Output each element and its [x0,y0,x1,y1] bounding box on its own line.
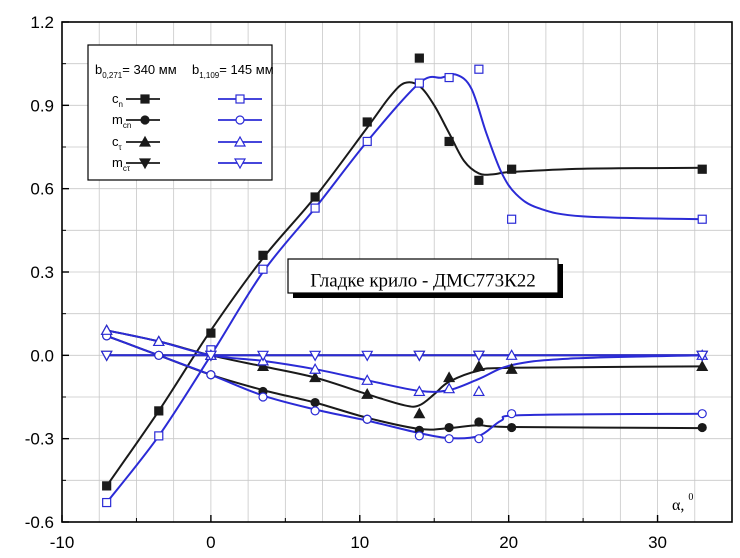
plot-frame [61,21,733,523]
legend-marker-blue [233,135,247,147]
legend-marker-blue [235,115,245,125]
series-point-6 [505,349,518,360]
series-point-6 [100,324,113,335]
series-point-6 [309,362,322,374]
legend-rows: cn mcn cτ mcτ [112,91,262,173]
series-point-7 [696,350,709,362]
series-point-7 [361,350,374,362]
series-point-5 [362,414,372,424]
series-point-0 [154,406,164,416]
series-line-4 [105,73,703,504]
series-point-5 [507,409,517,419]
x-tick-label: 10 [350,533,369,552]
series-line-6 [106,329,703,393]
series-point-6 [413,385,426,397]
legend-marker-black [140,115,150,125]
legend-label: cn [112,91,123,109]
annotation-box: Гладке крило - ДМС773К22 [287,258,563,298]
legend-title-2: b1,109= 145 мм [192,62,274,80]
series-point-0 [474,175,484,185]
legend-frame [87,44,273,181]
legend-marker-black [140,94,150,104]
series-point-7 [309,350,322,362]
x-tick-label: 20 [499,533,518,552]
series-point-7 [204,350,217,362]
series-point-7 [100,350,113,362]
x-tick-label: 30 [648,533,667,552]
y-tick-label: 0.6 [30,180,54,199]
y-tick-label: 0.9 [30,96,54,115]
series-point-2 [413,407,426,419]
series-point-5 [206,370,216,380]
series-point-4 [414,78,424,88]
series-point-4 [507,214,517,224]
series-point-1 [444,422,454,433]
series-point-0 [362,117,372,127]
series-point-5 [444,434,454,444]
legend-marker-blue [233,158,247,170]
legend-title-1: b0,271= 340 мм [95,62,177,80]
x-axis-title: α, 0 [672,492,693,514]
legend-marker-black [138,135,152,147]
y-tick-label: 0.3 [30,263,54,282]
legend-marker-black [138,158,152,170]
series-point-0 [414,53,424,63]
series-point-0 [310,192,320,202]
series-point-4 [310,203,320,213]
series-point-1 [507,422,517,433]
series-point-2 [505,362,518,374]
series-point-5 [474,434,484,444]
y-tick-label: -0.6 [25,513,54,532]
series-point-5 [154,350,164,360]
series-point-4 [444,72,454,83]
legend-label: cτ [112,134,123,152]
series-point-4 [474,64,484,74]
series-point-4 [697,214,707,224]
series-point-5 [310,406,320,416]
y-tick-label: 1.2 [30,13,54,32]
annotation-text: Гладке крило - ДМС773К22 [310,270,536,291]
series-point-2 [309,371,322,383]
series-point-0 [258,250,268,260]
series-point-2 [256,360,270,372]
x-tick-label: 0 [206,533,215,552]
x-tick-label: -10 [50,533,75,552]
series-point-4 [102,497,112,508]
series-point-1 [474,417,484,427]
series-point-4 [362,136,372,147]
series-markers [100,53,709,508]
axis-ticks: -10 0 10 20 30 -0.6 -0.3 0.0 0.3 0.6 0.9 1.2 [25,13,667,552]
series-point-1 [697,422,707,433]
y-tick-label: -0.3 [25,430,54,449]
legend: b0,271= 340 мм b1,109= 145 мм cn mcn cτ mcτ [87,44,274,181]
series-point-2 [696,360,709,372]
series-point-7 [256,350,270,362]
series-point-5 [697,409,707,419]
series-point-5 [258,392,268,402]
series-point-0 [507,164,517,174]
legend-marker-blue [235,94,245,104]
series-line-1 [106,334,703,431]
series-point-6 [152,335,165,347]
series-point-6 [361,374,374,385]
legend-label: mcn [112,112,131,130]
series-point-1 [310,397,320,408]
series-point-4 [154,431,164,441]
series-point-6 [472,385,485,397]
series-point-0 [102,481,112,491]
series-point-7 [413,350,426,362]
legend-label: mcτ [112,155,131,173]
series-point-6 [443,382,456,394]
series-point-7 [472,350,485,362]
series-point-2 [472,360,485,372]
series-point-0 [444,136,454,147]
y-tick-label: 0.0 [30,346,54,365]
series-point-5 [414,431,424,441]
series-point-4 [258,264,268,274]
series-point-0 [697,164,707,174]
series-point-2 [361,387,374,399]
series-point-2 [443,371,456,383]
series-point-0 [206,328,216,338]
